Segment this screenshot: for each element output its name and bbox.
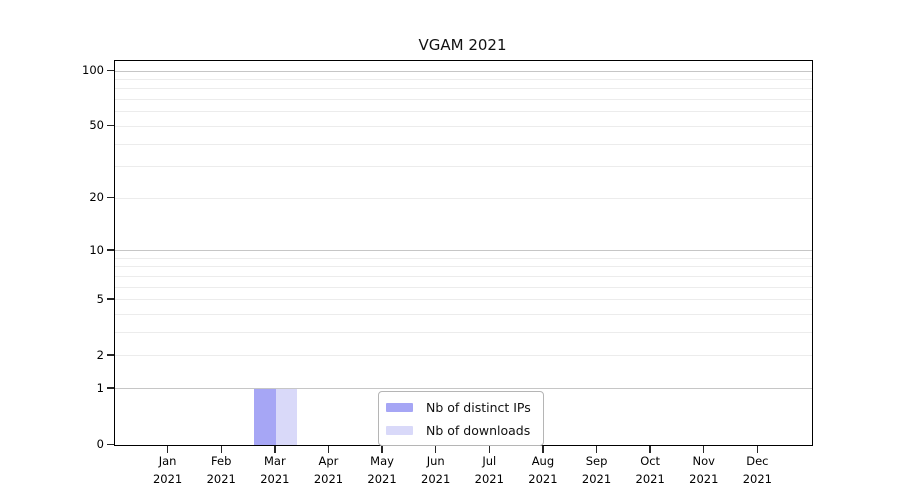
gridline-minor [115,143,812,145]
x-tick-year: 2021 [528,471,558,486]
x-tick-year: 2021 [581,471,612,486]
x-tick-month: Apr [318,454,339,468]
y-tick-label: 1 [96,380,104,395]
gridline-major [115,388,812,390]
gridline-minor [115,266,812,268]
x-tick-year: 2021 [742,471,773,486]
x-tick-label: Aug 2021 [515,453,571,488]
bar-distinct-ips [254,388,276,445]
x-axis-tick [327,445,330,453]
y-tick-label: 2 [96,347,104,362]
x-tick-year: 2021 [206,471,236,486]
x-axis-tick [649,445,651,453]
gridline-minor [115,286,812,288]
x-tick-year: 2021 [367,471,397,486]
x-axis-tick [381,445,383,453]
x-tick-month: Oct [640,454,661,468]
x-axis-tick [274,445,276,453]
x-tick-year: 2021 [152,471,183,486]
y-axis-tick [107,249,114,251]
gridline-minor [115,275,812,277]
y-tick-label: 100 [82,63,104,78]
x-tick-label: Dec 2021 [729,453,785,488]
x-tick-month: Sep [585,454,608,468]
y-tick-label: 5 [96,291,104,306]
legend-item-distinct-ips: Nb of distinct IPs [386,398,531,416]
x-tick-label: Oct 2021 [622,453,678,488]
legend-item-downloads: Nb of downloads [386,421,531,439]
gridline-minor [115,314,812,316]
plot-area: Nb of distinct IPs Nb of downloads [114,60,813,446]
y-axis-tick [107,443,114,445]
y-tick-label: 10 [89,242,104,257]
x-tick-month: Jan [158,454,177,468]
x-tick-label: Jun 2021 [408,453,464,488]
gridline-minor [115,166,812,168]
gridline-major [115,250,812,252]
x-tick-label: Jan 2021 [140,453,196,488]
gridline-minor [115,78,812,80]
x-tick-label: May 2021 [354,453,410,488]
y-axis-tick [107,298,114,300]
y-axis-tick [107,69,114,71]
x-axis-tick [703,445,705,453]
gridline-minor [115,197,812,199]
x-tick-month: Nov [692,454,715,468]
x-tick-label: Feb 2021 [193,453,249,488]
x-tick-year: 2021 [689,471,719,486]
gridline-minor [115,99,812,101]
x-axis-tick [542,445,544,453]
y-axis-tick [107,124,114,127]
legend-swatch-distinct-ips [386,402,413,412]
gridline-major [115,70,812,72]
gridline-minor [115,332,812,334]
y-tick-label: 0 [96,437,104,451]
gridline-minor [115,257,812,259]
x-tick-label: Apr 2021 [300,453,356,488]
x-axis-tick [595,445,598,453]
gridline-minor [115,88,812,90]
x-tick-month: Mar [263,454,286,468]
x-axis-tick [756,445,759,453]
x-tick-year: 2021 [313,471,344,486]
chart-title: VGAM 2021 [418,36,507,54]
x-tick-label: Nov 2021 [676,453,732,488]
gridline-minor [115,111,812,113]
x-axis-tick [488,445,490,453]
x-tick-month: May [370,454,394,468]
bar-downloads [275,388,298,445]
x-tick-year: 2021 [635,471,665,486]
x-tick-year: 2021 [474,471,504,486]
y-axis-tick [107,196,114,199]
x-axis-tick [434,445,437,453]
legend-swatch-downloads [386,425,413,435]
x-axis-tick [220,445,222,453]
y-axis-tick [107,354,114,356]
x-tick-label: Mar 2021 [247,453,303,488]
x-axis-tick [166,445,169,453]
legend-label-downloads: Nb of downloads [426,422,531,438]
gridline-minor [115,299,812,301]
x-tick-month: Aug [531,454,555,468]
x-tick-month: Feb [211,454,232,468]
x-tick-label: Sep 2021 [569,453,625,488]
x-tick-year: 2021 [260,471,290,486]
x-tick-month: Dec [746,454,769,468]
x-tick-month: Jul [482,454,497,468]
gridline-minor [115,125,812,127]
x-tick-month: Jun [426,454,445,468]
x-tick-year: 2021 [421,471,451,486]
y-axis-tick [107,387,114,389]
gridline-minor [115,355,812,357]
x-tick-label: Jul 2021 [461,453,517,488]
y-tick-label: 50 [89,118,104,133]
legend: Nb of distinct IPs Nb of downloads [378,391,544,446]
legend-label-distinct-ips: Nb of distinct IPs [426,399,531,415]
y-tick-label: 20 [89,190,104,205]
